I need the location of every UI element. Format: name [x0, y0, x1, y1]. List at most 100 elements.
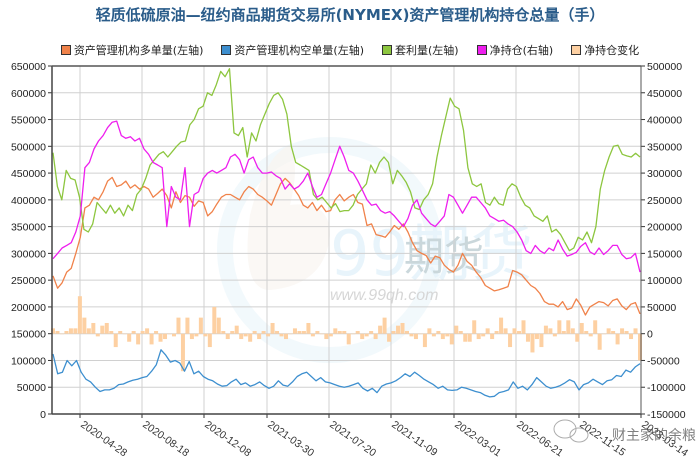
net-change-bar	[521, 320, 526, 334]
net-change-bar	[230, 331, 235, 334]
net-change-bar	[333, 328, 338, 334]
net-change-bar	[620, 328, 625, 334]
net-change-bar	[95, 333, 100, 337]
right-axis-tick: 300000	[647, 168, 682, 180]
chart-legend: 资产管理机构多单量(左轴) 资产管理机构空单量(左轴) 套利量(左轴) 净持仓(…	[0, 42, 700, 58]
net-change-bar	[467, 333, 472, 342]
net-change-bar	[100, 325, 105, 334]
net-change-bar	[422, 333, 427, 348]
legend-swatch-net-change	[571, 45, 582, 55]
left-axis-tick: 150000	[11, 329, 46, 341]
net-change-bar	[530, 333, 535, 353]
net-change-bar	[346, 333, 351, 345]
left-axis-tick: 650000	[11, 61, 46, 73]
net-change-bar	[637, 333, 643, 361]
legend-swatch-long	[60, 45, 71, 55]
net-change-bar	[86, 328, 91, 334]
right-axis-tick: 150000	[647, 248, 682, 260]
net-change-bar	[472, 320, 477, 334]
x-axis-tick: 2020-12-08	[202, 419, 253, 459]
net-change-bar	[257, 333, 262, 340]
net-change-bar	[534, 333, 539, 340]
net-change-bar	[104, 322, 109, 334]
net-change-bar	[234, 325, 239, 334]
net-change-bar	[391, 331, 396, 334]
net-change-bar	[171, 333, 176, 337]
right-axis-tick: 400000	[647, 115, 682, 127]
net-change-bar	[145, 328, 150, 334]
net-change-bar	[198, 317, 203, 334]
net-change-bar	[306, 322, 311, 334]
net-change-bar	[606, 328, 611, 334]
net-change-bar	[221, 331, 226, 334]
net-change-bar	[369, 331, 374, 334]
net-change-bar	[163, 333, 168, 340]
net-change-bar	[633, 328, 638, 334]
net-change-bar	[270, 322, 275, 334]
net-change-bar	[136, 333, 141, 345]
net-change-bar	[203, 333, 208, 337]
net-change-bar	[378, 325, 383, 334]
net-change-bar	[342, 331, 347, 334]
net-change-bar	[364, 333, 369, 337]
net-change-bar	[588, 333, 593, 337]
net-change-bar	[140, 331, 145, 334]
net-change-bar	[360, 333, 365, 340]
x-axis-tick: 2021-11-09	[389, 419, 439, 459]
net-change-bar	[64, 331, 69, 334]
net-change-bar	[149, 333, 154, 345]
net-change-bar	[548, 328, 553, 334]
series-line	[52, 349, 641, 398]
axes: 0 50000 100000 150000 200000 250000 300000 3500…	[11, 61, 690, 459]
right-axis-tick: 50000	[647, 302, 676, 314]
legend-item-short[interactable]: 资产管理机构空单量(左轴)	[221, 42, 364, 58]
net-change-bar	[176, 317, 181, 334]
net-change-bar	[404, 331, 409, 334]
net-change-bar	[597, 333, 602, 350]
net-change-bar	[615, 333, 620, 345]
left-axis-tick: 400000	[11, 195, 46, 207]
x-axis-tick: 2022-06-21	[514, 419, 565, 459]
left-axis-tick: 0	[40, 409, 46, 421]
x-axis-tick: 2020-08-18	[140, 419, 191, 459]
legend-swatch-spread	[382, 45, 392, 55]
net-change-bars	[50, 296, 643, 372]
watermark-url: www.99qh.com	[330, 287, 439, 304]
net-change-bar	[248, 333, 253, 342]
net-change-bar	[561, 331, 566, 334]
legend-item-net-change[interactable]: 净持仓变化	[571, 42, 639, 58]
legend-item-net[interactable]: 净持仓(右轴)	[476, 42, 553, 58]
net-change-bar	[118, 331, 123, 334]
net-change-bar	[517, 331, 522, 334]
net-change-bar	[216, 317, 221, 334]
right-axis-tick: 250000	[647, 195, 682, 207]
net-change-bar	[243, 333, 248, 337]
net-change-bar	[337, 331, 342, 334]
net-change-bar	[167, 333, 172, 335]
x-axis-tick: 2020-04-28	[78, 419, 129, 459]
net-change-bar	[68, 328, 73, 334]
right-axis-tick: 0	[647, 329, 653, 341]
net-change-bar	[297, 331, 302, 334]
net-change-bar	[122, 333, 127, 335]
right-axis-tick: 200000	[647, 222, 682, 234]
right-axis-tick: -50000	[647, 355, 680, 367]
x-axis-tick: 2021-07-20	[327, 419, 378, 459]
net-change-bar	[50, 328, 56, 334]
net-change-bar	[319, 333, 324, 335]
net-change-bar	[490, 333, 495, 340]
net-change-bar	[409, 333, 414, 337]
legend-item-long[interactable]: 资产管理机构多单量(左轴)	[60, 42, 204, 58]
net-change-bar	[261, 331, 266, 334]
series-line	[52, 68, 641, 252]
net-change-bar	[525, 333, 530, 342]
net-change-bar	[59, 333, 64, 335]
legend-item-spread[interactable]: 套利量(左轴)	[382, 42, 459, 58]
legend-label: 资产管理机构多单量(左轴)	[73, 44, 204, 57]
left-axis-tick: 300000	[11, 248, 46, 260]
net-change-bar	[225, 333, 230, 340]
net-change-bar	[373, 333, 378, 340]
net-change-bar	[539, 333, 544, 348]
legend-label: 资产管理机构空单量(左轴)	[234, 44, 364, 57]
